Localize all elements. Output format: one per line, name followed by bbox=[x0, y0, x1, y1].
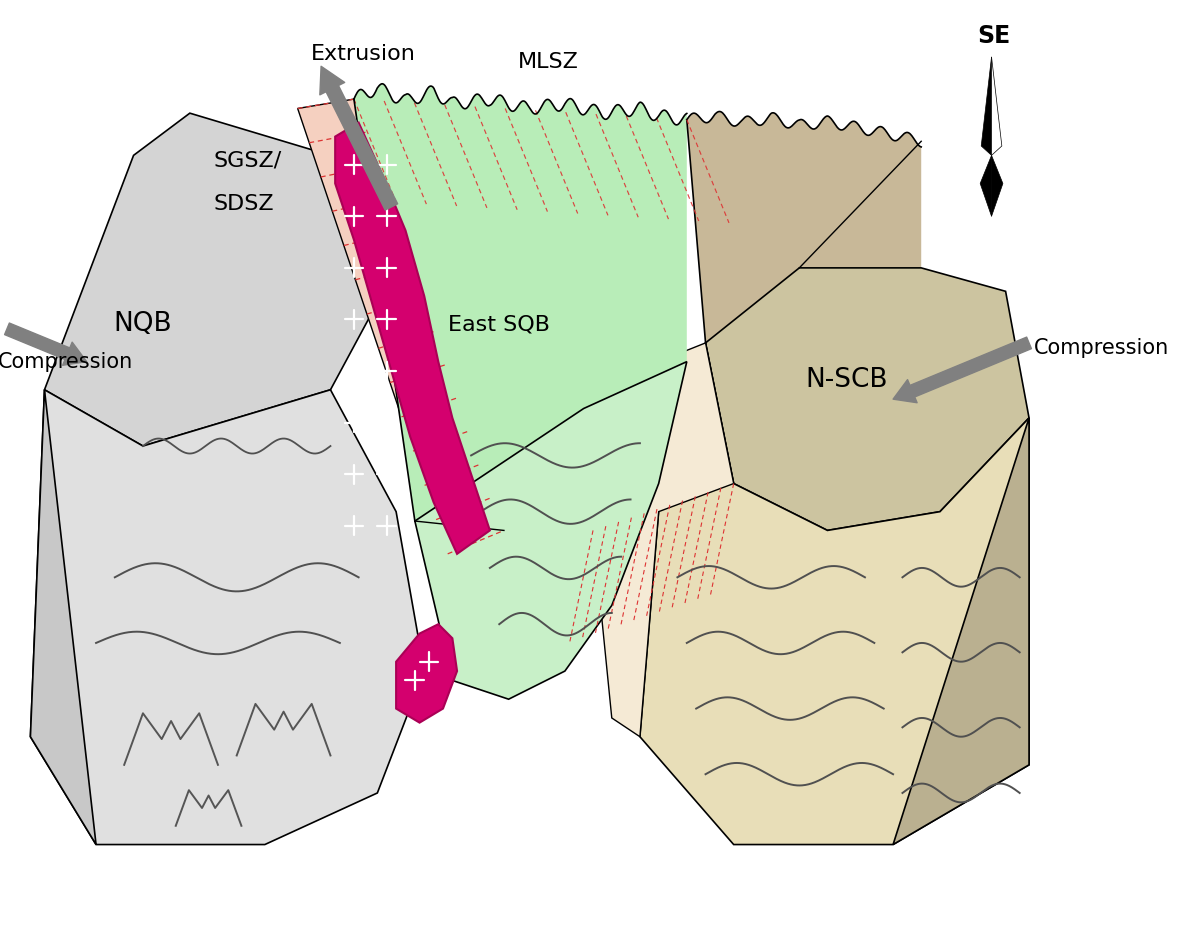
Text: NQB: NQB bbox=[113, 311, 172, 337]
Polygon shape bbox=[335, 122, 490, 553]
Polygon shape bbox=[298, 99, 504, 553]
Text: East SQB: East SQB bbox=[449, 314, 550, 334]
Polygon shape bbox=[640, 343, 1029, 844]
Polygon shape bbox=[415, 362, 687, 699]
Polygon shape bbox=[45, 113, 396, 446]
Polygon shape bbox=[31, 389, 96, 844]
Polygon shape bbox=[31, 389, 424, 844]
Polygon shape bbox=[980, 156, 992, 216]
Polygon shape bbox=[992, 156, 1003, 216]
Polygon shape bbox=[396, 624, 457, 723]
Polygon shape bbox=[354, 83, 687, 521]
Polygon shape bbox=[981, 57, 992, 156]
Text: N-SCB: N-SCB bbox=[805, 367, 887, 393]
Polygon shape bbox=[893, 418, 1029, 844]
Text: Compression: Compression bbox=[0, 351, 132, 372]
Text: Compression: Compression bbox=[1033, 337, 1169, 358]
Polygon shape bbox=[992, 57, 1001, 156]
Text: Extrusion: Extrusion bbox=[311, 44, 416, 64]
Polygon shape bbox=[593, 343, 733, 737]
Text: SDSZ: SDSZ bbox=[214, 194, 274, 214]
Polygon shape bbox=[687, 111, 921, 343]
Polygon shape bbox=[705, 268, 1029, 530]
Text: MLSZ: MLSZ bbox=[518, 52, 579, 71]
Text: SGSZ/: SGSZ/ bbox=[214, 150, 281, 170]
Text: SE: SE bbox=[977, 23, 1010, 47]
